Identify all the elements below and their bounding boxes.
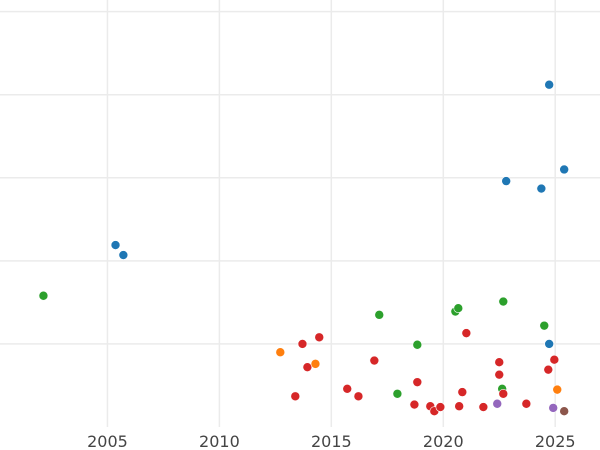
data-point (275, 347, 286, 358)
data-point (559, 406, 569, 417)
data-point (353, 391, 364, 402)
data-point (409, 399, 420, 410)
data-point (498, 296, 509, 307)
data-point (548, 403, 559, 413)
data-point (392, 388, 403, 399)
data-point (544, 79, 554, 90)
data-point (290, 391, 301, 402)
data-point (302, 362, 313, 372)
data-point (543, 364, 554, 375)
data-point (544, 339, 554, 349)
data-point (494, 369, 505, 380)
data-point (539, 320, 550, 331)
data-point (297, 339, 308, 349)
data-point (492, 398, 503, 409)
x-tick-label: 2010 (199, 432, 240, 450)
data-point (453, 303, 464, 314)
x-tick-label: 2025 (535, 432, 576, 450)
data-point (38, 290, 49, 301)
data-point (536, 183, 547, 194)
data-point (549, 354, 560, 365)
data-point (521, 398, 532, 409)
data-point (494, 357, 505, 368)
data-point (435, 402, 446, 412)
data-point (118, 250, 129, 260)
data-point (498, 388, 509, 399)
x-axis-tick-labels: 2005 2010 2015 2020 2025 (87, 432, 575, 450)
data-point (374, 310, 385, 320)
data-point (314, 332, 325, 343)
data-point (457, 387, 468, 397)
data-point (110, 240, 121, 250)
data-point (478, 402, 489, 412)
data-point (412, 377, 423, 387)
data-point (412, 339, 423, 350)
x-tick-label: 2005 (87, 432, 128, 450)
data-point (461, 328, 472, 338)
data-point (501, 176, 511, 186)
data-point (342, 383, 353, 394)
x-tick-label: 2020 (423, 432, 464, 450)
data-points (38, 79, 569, 417)
gridlines (0, 0, 600, 427)
data-point (559, 164, 569, 175)
x-tick-label: 2015 (311, 432, 352, 450)
data-point (552, 384, 563, 395)
data-point (454, 401, 464, 412)
data-point (369, 355, 380, 366)
data-point (310, 359, 321, 369)
